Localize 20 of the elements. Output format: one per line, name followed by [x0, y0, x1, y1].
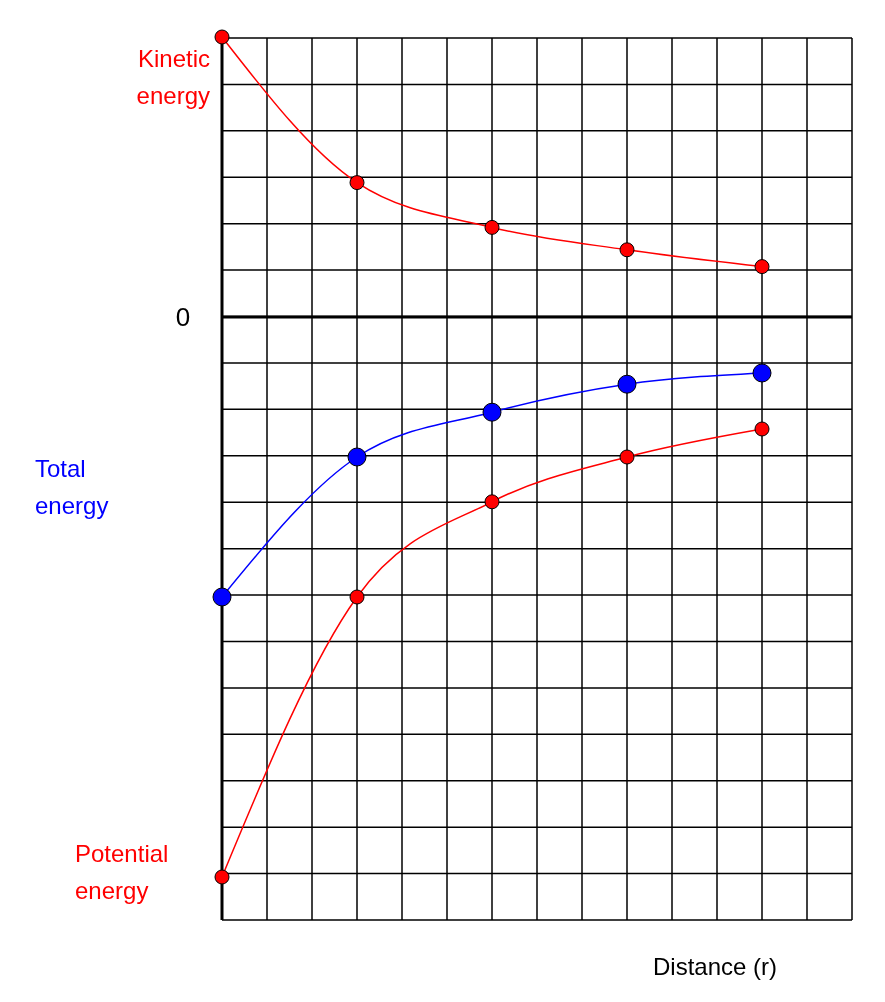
point	[482, 402, 502, 422]
point	[617, 374, 637, 394]
point	[212, 587, 232, 607]
point	[752, 363, 772, 383]
x-axis-title: Distance (r)	[652, 953, 778, 980]
point	[754, 421, 770, 437]
point	[349, 175, 365, 191]
point	[619, 242, 635, 258]
point	[347, 447, 367, 467]
point	[484, 494, 500, 510]
point	[619, 449, 635, 465]
text: 0	[175, 302, 191, 332]
point	[484, 219, 500, 235]
point	[214, 29, 230, 45]
point	[754, 259, 770, 275]
text: Total energy	[35, 455, 109, 519]
series-label: Kinetic energy	[136, 45, 210, 109]
point	[349, 589, 365, 605]
point	[214, 869, 230, 885]
series-label: Potential energy	[75, 840, 169, 904]
